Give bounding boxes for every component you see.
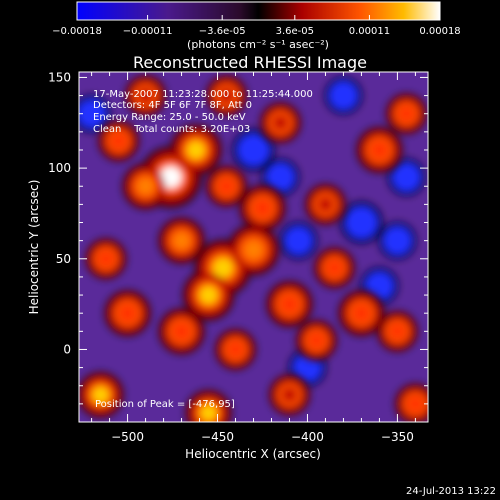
hotspot-core [159, 166, 182, 188]
coldspot [392, 162, 421, 192]
hotspot-core [281, 296, 298, 313]
hotspot-core [309, 333, 324, 348]
coldspot [79, 99, 106, 129]
x-tick-label: −450 [201, 430, 234, 444]
hotspot-core [327, 260, 342, 276]
y-tick-label: 0 [63, 342, 71, 356]
y-tick-label: 150 [48, 70, 71, 84]
x-tick-label: −400 [291, 430, 324, 444]
colorbar-units: (photons cm⁻² s⁻¹ asec⁻²) [187, 38, 329, 51]
colorbar-ticks: −0.00018 −0.00011 −3.6e-05 3.6e-05 0.00011 0.… [52, 15, 461, 37]
hotspot-core [318, 197, 333, 212]
hotspot-core [254, 199, 271, 217]
hotspot-core [137, 178, 154, 195]
colorbar-tick-label: 0.00011 [349, 26, 390, 37]
annotation-time: 17-May-2007 11:23:28.000 to 11:25:44.000 [93, 89, 313, 100]
hotspot-core [273, 115, 288, 130]
hotspot-core [408, 396, 423, 412]
hotspot-core [282, 387, 297, 402]
hotspot-core [219, 88, 234, 103]
colorbar [76, 1, 441, 21]
hotspot-core [92, 386, 109, 403]
hotspot-core [371, 141, 388, 159]
hotspot-core [98, 251, 114, 266]
hotspot-core [399, 106, 414, 121]
annotation-energy: Energy Range: 25.0 - 50.0 keV [93, 112, 246, 123]
hotspot-core [200, 404, 217, 422]
x-tick-label: −500 [111, 430, 144, 444]
coldspot [329, 81, 358, 110]
colorbar-tick-label: 3.6e-05 [276, 26, 314, 37]
hotspot-core [213, 257, 233, 278]
coldspot [284, 226, 313, 256]
footer-timestamp: 24-Jul-2013 13:22 [406, 486, 496, 497]
y-tick-label: 50 [56, 252, 71, 266]
colorbar-tick-label: −3.6e-05 [199, 26, 246, 37]
y-axis-label: Heliocentric Y (arcsec) [27, 180, 41, 315]
hot-layer [79, 74, 428, 422]
hotspot-core [244, 240, 263, 259]
plot-area [79, 72, 428, 422]
y-tick-label: 100 [48, 161, 71, 175]
annotation-clean: Clean Total counts: 3.20E+03 [93, 124, 250, 135]
colorbar-tick-label: −0.00018 [52, 26, 102, 37]
peak-position: Position of Peak = [-476,95] [95, 399, 235, 410]
hotspot-core [119, 305, 136, 322]
hotspot-core [390, 324, 405, 339]
colorbar-tick-label: 0.00018 [419, 26, 460, 37]
annotation-detectors: Detectors: 4F 5F 6F 7F 8F, Att 0 [93, 100, 252, 111]
chart-title: Reconstructed RHESSI Image [133, 53, 367, 72]
hotspot-core [111, 133, 126, 149]
y-axis-ticks: 0 50 100 150 [48, 70, 428, 405]
hotspot-core [186, 140, 205, 159]
hotspot-core [138, 88, 153, 103]
hotspot-core [219, 179, 234, 194]
x-tick-label: −350 [381, 430, 414, 444]
colorbar-tick-label: −0.00011 [123, 26, 173, 37]
x-axis-ticks: −500 −450 −400 −350 [91, 72, 416, 444]
coldspot [266, 162, 295, 192]
coldspot [237, 133, 270, 167]
x-axis-label: Heliocentric X (arcsec) [185, 447, 321, 461]
hotspot-core [173, 323, 190, 340]
hotspot-core [228, 342, 243, 357]
hotspot-core [173, 232, 190, 249]
hotspot-core [353, 305, 370, 322]
hotspot-core [199, 286, 218, 305]
coldspot [383, 226, 412, 256]
coldspot [345, 206, 378, 239]
